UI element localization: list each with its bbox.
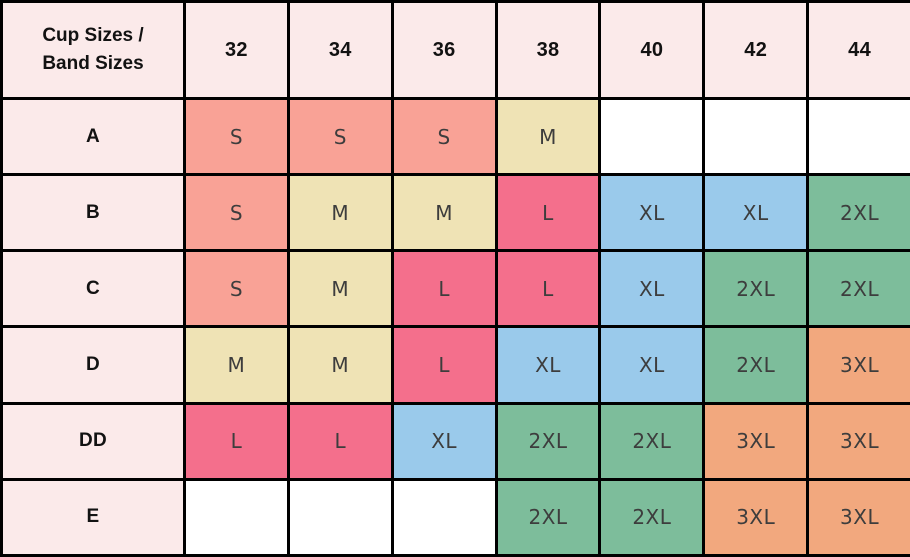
table-row: B S M M L XL XL 2XL xyxy=(0,173,910,253)
corner-label-line1: Cup Sizes / xyxy=(42,24,144,46)
empty-cell xyxy=(702,96,810,177)
shirt-size-cell: M xyxy=(494,96,602,177)
table-row: E 2XL 2XL 3XL 3XL xyxy=(0,477,910,557)
band-size-header: 34 xyxy=(286,0,394,100)
shirt-size-cell: L xyxy=(390,249,498,329)
shirt-size-cell: M xyxy=(286,173,394,253)
cup-size-label: C xyxy=(0,249,186,329)
shirt-size-cell: L xyxy=(494,173,602,253)
shirt-size-cell: L xyxy=(183,401,290,481)
cup-size-label: A xyxy=(0,96,186,177)
band-size-header: 40 xyxy=(598,0,706,100)
band-size-header: 44 xyxy=(806,0,910,100)
corner-header-cell: Cup Sizes / Band Sizes xyxy=(0,0,186,100)
empty-cell xyxy=(806,96,910,177)
shirt-size-cell: 3XL xyxy=(702,401,810,481)
shirt-size-cell: XL xyxy=(598,249,706,329)
empty-cell xyxy=(390,477,498,557)
cup-size-label: E xyxy=(0,477,186,557)
shirt-size-cell: L xyxy=(494,249,602,329)
empty-cell xyxy=(183,477,290,557)
shirt-size-cell: M xyxy=(183,325,290,405)
shirt-size-cell: 2XL xyxy=(598,401,706,481)
band-size-header: 36 xyxy=(390,0,498,100)
band-size-header: 32 xyxy=(183,0,290,100)
shirt-size-cell: 3XL xyxy=(806,477,910,557)
shirt-size-cell: M xyxy=(286,325,394,405)
shirt-size-cell: M xyxy=(390,173,498,253)
shirt-size-cell: 3XL xyxy=(806,325,910,405)
shirt-size-cell: 3XL xyxy=(702,477,810,557)
cup-size-label: DD xyxy=(0,401,186,481)
table-row: DD L L XL 2XL 2XL 3XL 3XL xyxy=(0,401,910,481)
shirt-size-cell: S xyxy=(183,173,290,253)
shirt-size-cell: 2XL xyxy=(494,401,602,481)
band-size-header: 38 xyxy=(494,0,602,100)
shirt-size-cell: XL xyxy=(702,173,810,253)
shirt-size-cell: XL xyxy=(494,325,602,405)
shirt-size-cell: 2XL xyxy=(702,249,810,329)
shirt-size-cell: XL xyxy=(598,325,706,405)
shirt-size-cell: L xyxy=(286,401,394,481)
cup-size-label: D xyxy=(0,325,186,405)
shirt-size-cell: 3XL xyxy=(806,401,910,481)
empty-cell xyxy=(286,477,394,557)
size-chart-body: A S S S M B S M M L XL XL 2XL C S M L L XL 2XL 2XL D M M L XL XL 2X… xyxy=(0,96,910,557)
band-size-header: 42 xyxy=(702,0,810,100)
shirt-size-cell: S xyxy=(183,249,290,329)
shirt-size-cell: S xyxy=(183,96,290,177)
empty-cell xyxy=(598,96,706,177)
shirt-size-cell: 2XL xyxy=(806,249,910,329)
shirt-size-cell: XL xyxy=(598,173,706,253)
shirt-size-cell: S xyxy=(390,96,498,177)
corner-label-line2: Band Sizes xyxy=(42,53,144,74)
shirt-size-cell: 2XL xyxy=(806,173,910,253)
shirt-size-cell: 2XL xyxy=(702,325,810,405)
header-row: Cup Sizes / Band Sizes 32 34 36 38 40 42 44 xyxy=(0,0,910,100)
shirt-size-cell: S xyxy=(286,96,394,177)
table-row: D M M L XL XL 2XL 3XL xyxy=(0,325,910,405)
shirt-size-cell: 2XL xyxy=(598,477,706,557)
cup-size-label: B xyxy=(0,173,186,253)
table-row: C S M L L XL 2XL 2XL xyxy=(0,249,910,329)
shirt-size-cell: L xyxy=(390,325,498,405)
shirt-size-cell: M xyxy=(286,249,394,329)
shirt-size-cell: XL xyxy=(390,401,498,481)
shirt-size-cell: 2XL xyxy=(494,477,602,557)
